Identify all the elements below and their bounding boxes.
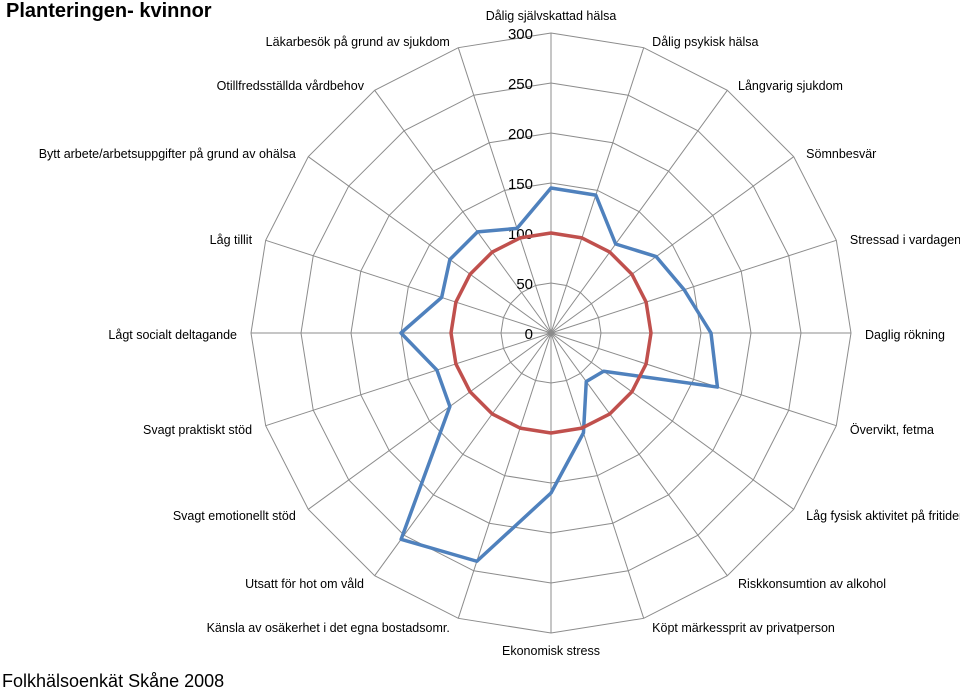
category-label: Köpt märkessprit av privatperson: [652, 621, 835, 635]
category-label: Dålig psykisk hälsa: [652, 35, 758, 49]
category-label: Ekonomisk stress: [502, 644, 600, 658]
category-label: Övervikt, fetma: [850, 423, 934, 437]
radial-tick-label: 0: [525, 326, 533, 343]
category-label: Utsatt för hot om våld: [245, 577, 364, 591]
category-label: Otillfredsställda vårdbehov: [217, 79, 365, 93]
radial-tick-label: 150: [508, 176, 533, 193]
radial-tick-label: 250: [508, 76, 533, 93]
category-label: Låg tillit: [210, 233, 253, 247]
category-label: Läkarbesök på grund av sjukdom: [266, 35, 450, 49]
category-label: Stressad i vardagen: [850, 233, 960, 247]
radar-grid: [251, 33, 851, 633]
category-label: Svagt praktiskt stöd: [143, 423, 252, 437]
series-line: [401, 188, 717, 561]
category-label: Bytt arbete/arbetsuppgifter på grund av …: [39, 147, 296, 161]
radial-tick-label: 200: [508, 126, 533, 143]
grid-spoke: [308, 333, 551, 509]
radial-tick-label: 50: [516, 276, 533, 293]
grid-spoke: [551, 333, 794, 509]
category-label: Dålig självskattad hälsa: [486, 9, 617, 23]
grid-spoke: [551, 333, 727, 576]
category-label: Riskkonsumtion av alkohol: [738, 577, 886, 591]
category-label: Svagt emotionellt stöd: [173, 509, 296, 523]
category-label: Sömnbesvär: [806, 147, 876, 161]
category-label: Låg fysisk aktivitet på fritiden: [806, 509, 960, 523]
radial-tick-label: 300: [508, 26, 533, 43]
grid-spoke: [551, 157, 794, 333]
category-label: Lågt socialt deltagande: [108, 328, 237, 342]
series-lines: [401, 188, 718, 561]
grid-spoke: [551, 90, 727, 333]
category-label: Långvarig sjukdom: [738, 79, 843, 93]
category-label: Daglig rökning: [865, 328, 945, 342]
category-label: Känsla av osäkerhet i det egna bostadsom…: [207, 621, 450, 635]
